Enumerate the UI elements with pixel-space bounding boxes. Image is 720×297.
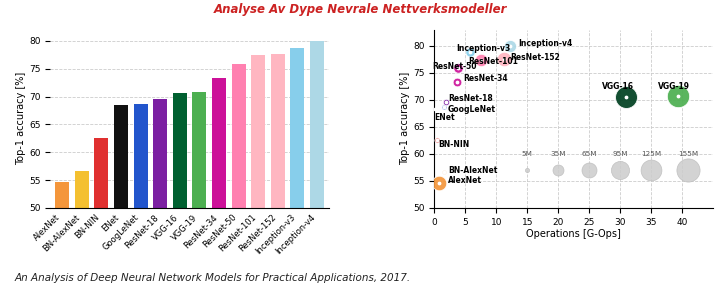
Point — [429, 106, 441, 111]
Point — [438, 170, 449, 175]
Bar — [212, 78, 226, 208]
Point — [433, 181, 445, 185]
Text: GoogLeNet: GoogLeNet — [448, 105, 496, 113]
Point — [476, 58, 487, 62]
Point — [505, 44, 516, 48]
Point — [429, 106, 441, 111]
Point — [672, 93, 683, 98]
Point — [431, 138, 443, 142]
Text: 155M: 155M — [678, 151, 698, 157]
Bar — [75, 171, 89, 208]
Point — [464, 50, 476, 55]
Point — [683, 168, 694, 173]
Text: AlexNet: AlexNet — [448, 176, 482, 185]
Y-axis label: Top-1 accuracy [%]: Top-1 accuracy [%] — [400, 72, 410, 165]
Text: VGG-19: VGG-19 — [658, 82, 690, 91]
Bar — [290, 48, 305, 208]
Text: ResNet-152: ResNet-152 — [510, 53, 559, 62]
Point — [438, 170, 449, 175]
Point — [552, 168, 564, 173]
Text: Inception-v4: Inception-v4 — [518, 39, 572, 48]
Point — [438, 105, 450, 109]
Text: An Analysis of Deep Neural Network Models for Practical Applications, 2017.: An Analysis of Deep Neural Network Model… — [14, 273, 410, 283]
Text: ResNet-50: ResNet-50 — [433, 62, 477, 71]
Point — [521, 168, 533, 173]
Point — [672, 93, 683, 98]
Point — [476, 58, 487, 62]
Text: 125M: 125M — [641, 151, 661, 157]
Text: 35M: 35M — [550, 151, 566, 157]
Bar — [133, 104, 148, 208]
Point — [499, 56, 510, 61]
Text: 65M: 65M — [581, 151, 597, 157]
Text: BN-AlexNet: BN-AlexNet — [448, 166, 498, 175]
Point — [645, 168, 657, 173]
Point — [440, 100, 451, 105]
Point — [440, 100, 451, 105]
Text: Analyse Av Dype Nevrale Nettverksmodeller: Analyse Av Dype Nevrale Nettverksmodelle… — [213, 3, 507, 16]
X-axis label: Operations [G-Ops]: Operations [G-Ops] — [526, 229, 621, 239]
Text: VGG-16: VGG-16 — [601, 82, 634, 91]
Point — [451, 80, 463, 84]
Bar — [192, 92, 207, 208]
Point — [505, 44, 516, 48]
Y-axis label: Top-1 accuracy [%]: Top-1 accuracy [%] — [17, 72, 27, 165]
Point — [583, 168, 595, 173]
Point — [499, 56, 510, 61]
Point — [453, 66, 464, 70]
Bar — [114, 105, 128, 208]
Bar — [310, 41, 324, 208]
Point — [620, 94, 631, 99]
Bar — [94, 138, 109, 208]
Bar — [251, 55, 265, 208]
Point — [433, 181, 445, 185]
Text: Inception-v3: Inception-v3 — [456, 44, 510, 53]
Text: BN-NIN: BN-NIN — [438, 140, 469, 149]
Bar — [271, 54, 285, 208]
Text: 95M: 95M — [612, 151, 628, 157]
Text: ResNet-18: ResNet-18 — [449, 94, 493, 103]
Point — [451, 80, 463, 84]
Point — [620, 94, 631, 99]
Bar — [153, 99, 167, 208]
Text: ENet: ENet — [434, 113, 454, 122]
Bar — [55, 182, 69, 208]
Text: 5M: 5M — [522, 151, 533, 157]
Point — [464, 50, 476, 55]
Point — [453, 66, 464, 70]
Bar — [173, 93, 186, 208]
Point — [614, 168, 626, 173]
Text: ResNet-34: ResNet-34 — [463, 74, 508, 83]
Bar — [232, 64, 246, 208]
Point — [438, 105, 450, 109]
Point — [431, 138, 443, 142]
Text: ResNet-101: ResNet-101 — [469, 57, 518, 66]
